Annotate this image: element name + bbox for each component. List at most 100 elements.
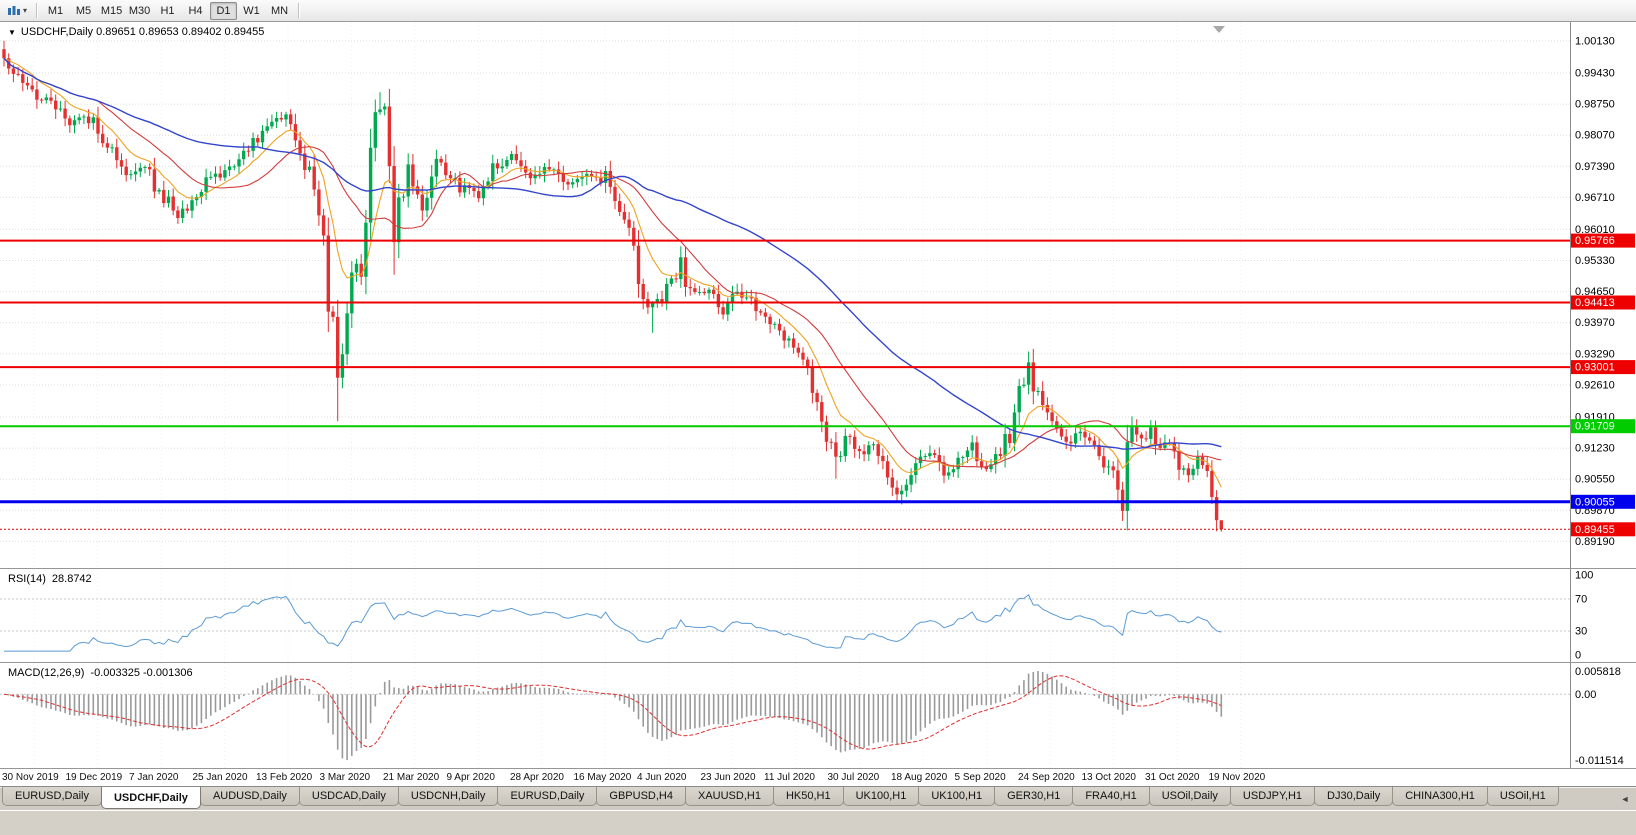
rsi-chart-canvas[interactable]: 100 70 30 0 — [0, 569, 1636, 662]
macd-indicator-panel: 0.005818 0.00 -0.011514 MACD(12,26,9) -0.00… — [0, 662, 1636, 768]
chart-tab-gbpusd-h4[interactable]: GBPUSD,H4 — [596, 787, 686, 806]
svg-text:70: 70 — [1575, 594, 1587, 606]
chart-tab-usdcnh-daily[interactable]: USDCNH,Daily — [397, 787, 499, 806]
date-label: 19 Dec 2019 — [65, 772, 123, 783]
time-axis[interactable]: 30 Nov 2019 19 Dec 2019 7 Jan 2020 25 Jan 2… — [0, 768, 1636, 786]
timeframe-button-group: M1 M5 M15 M30 H1 H4 D1 W1 MN — [42, 1, 293, 20]
price-axis[interactable]: 1.00130 0.99430 0.98750 0.98070 0.97390 0.967… — [1570, 22, 1636, 568]
timeframe-button-h1[interactable]: H1 — [160, 4, 175, 17]
date-label: 16 May 2020 — [573, 772, 632, 783]
price-chart-canvas[interactable]: 1.00130 0.99430 0.98750 0.98070 0.97390 0.967… — [0, 22, 1636, 568]
timeframe-button-m30[interactable]: M30 — [128, 4, 151, 17]
rsi-label: RSI(14) 28.8742 — [8, 573, 92, 585]
svg-text:0.96010: 0.96010 — [1575, 224, 1615, 236]
chart-icon[interactable] — [7, 5, 21, 17]
chart-tab-eurusd-daily[interactable]: EURUSD,Daily — [2, 787, 102, 806]
svg-text:0.96710: 0.96710 — [1575, 192, 1615, 204]
svg-text:0.99430: 0.99430 — [1575, 68, 1615, 80]
chart-tab-china300-h1[interactable]: CHINA300,H1 — [1392, 787, 1488, 806]
chart-tab-usoil-h1[interactable]: USOil,H1 — [1486, 787, 1559, 806]
date-label: 5 Sep 2020 — [954, 772, 1006, 783]
timeframe-button-m15[interactable]: M15 — [100, 4, 123, 17]
svg-text:0.98750: 0.98750 — [1575, 99, 1615, 111]
date-label: 31 Oct 2020 — [1145, 772, 1200, 783]
svg-text:0.93290: 0.93290 — [1575, 348, 1615, 360]
chart-tab-usdchf-daily[interactable]: USDCHF,Daily — [100, 787, 201, 809]
chart-tab-usoil-daily[interactable]: USOil,Daily — [1148, 787, 1231, 806]
timeframe-button-mn[interactable]: MN — [270, 4, 289, 17]
bottom-strip — [0, 810, 1636, 835]
chart-tab-uk100-h1[interactable]: UK100,H1 — [918, 787, 996, 806]
rsi-name: RSI(14) — [8, 573, 46, 585]
chart-tab-fra40-h1[interactable]: FRA40,H1 — [1072, 787, 1150, 806]
chart-ohlc-text: USDCHF,Daily 0.89651 0.89653 0.89402 0.8… — [20, 26, 265, 38]
svg-text:0.97390: 0.97390 — [1575, 161, 1615, 173]
chart-tab-usdjpy-h1[interactable]: USDJPY,H1 — [1229, 787, 1316, 806]
price-chart-panel: 1.00130 0.99430 0.98750 0.98070 0.97390 0.967… — [0, 22, 1636, 568]
chart-title: ▼ USDCHF,Daily 0.89651 0.89653 0.89402 0.… — [8, 26, 264, 38]
date-label: 25 Jan 2020 — [192, 772, 248, 783]
timeframe-button-m5[interactable]: M5 — [75, 4, 92, 17]
date-label: 3 Mar 2020 — [319, 772, 371, 783]
date-label: 30 Nov 2019 — [2, 772, 59, 783]
svg-text:0.95330: 0.95330 — [1575, 255, 1615, 267]
chart-menu-caret-icon[interactable]: ▼ — [8, 28, 16, 37]
date-label: 21 Mar 2020 — [383, 772, 440, 783]
svg-text:0.005818: 0.005818 — [1575, 666, 1621, 678]
macd-label: MACD(12,26,9) -0.003325 -0.001306 — [8, 667, 193, 679]
moving-average-lines — [3, 57, 1222, 488]
svg-text:0.00: 0.00 — [1575, 689, 1596, 701]
horizontal-level-lines[interactable] — [0, 239, 1570, 530]
candles-layer — [2, 40, 1223, 532]
date-label: 19 Nov 2020 — [1208, 772, 1266, 783]
toolbar-separator — [36, 3, 38, 18]
date-label: 28 Apr 2020 — [510, 772, 564, 783]
chevron-down-icon[interactable]: ▾ — [23, 6, 28, 15]
rsi-value: 28.8742 — [51, 573, 92, 585]
chart-tab-ger30-h1[interactable]: GER30,H1 — [994, 787, 1074, 806]
macd-name: MACD(12,26,9) — [8, 667, 85, 679]
date-label: 13 Oct 2020 — [1081, 772, 1136, 783]
svg-text:0.98070: 0.98070 — [1575, 130, 1615, 142]
chart-tab-dj30-daily[interactable]: DJ30,Daily — [1314, 787, 1394, 806]
svg-text:0.95766: 0.95766 — [1575, 235, 1615, 247]
svg-text:0.90550: 0.90550 — [1575, 474, 1615, 486]
macd-histogram — [7, 671, 1223, 760]
macd-values: -0.003325 -0.001306 — [90, 667, 193, 679]
tab-scroll-left-button[interactable]: ◄ — [1620, 793, 1630, 804]
date-label: 24 Sep 2020 — [1018, 772, 1075, 783]
date-label: 30 Jul 2020 — [827, 772, 880, 783]
chart-tab-audusd-daily[interactable]: AUDUSD,Daily — [199, 787, 300, 806]
svg-text:0.89455: 0.89455 — [1575, 524, 1615, 536]
timeframe-button-h4[interactable]: H4 — [188, 4, 203, 17]
svg-text:0.92610: 0.92610 — [1575, 380, 1615, 392]
svg-text:0.89190: 0.89190 — [1575, 536, 1615, 548]
chart-tab-xauusd-h1[interactable]: XAUUSD,H1 — [684, 787, 774, 806]
chart-tab-usdcad-daily[interactable]: USDCAD,Daily — [298, 787, 399, 806]
date-label: 11 Jul 2020 — [764, 772, 815, 783]
svg-text:-0.011514: -0.011514 — [1575, 755, 1624, 767]
svg-text:0.91709: 0.91709 — [1575, 421, 1615, 433]
date-label: 9 Apr 2020 — [446, 772, 495, 783]
chart-tabs: EURUSD,Daily USDCHF,Daily AUDUSD,Daily USDC… — [0, 787, 1614, 810]
date-label: 23 Jun 2020 — [700, 772, 756, 783]
chart-tabs-bar: EURUSD,Daily USDCHF,Daily AUDUSD,Daily USDC… — [0, 786, 1636, 810]
svg-text:0.91230: 0.91230 — [1575, 443, 1615, 455]
svg-text:0.90055: 0.90055 — [1575, 496, 1615, 508]
svg-text:0.93970: 0.93970 — [1575, 317, 1615, 329]
date-label: 7 Jan 2020 — [129, 772, 179, 783]
macd-chart-canvas[interactable]: 0.005818 0.00 -0.011514 — [0, 663, 1636, 768]
svg-text:0.94413: 0.94413 — [1575, 297, 1615, 309]
chart-shift-marker-icon[interactable] — [1213, 26, 1225, 33]
timeframes-toolbar: ▾ M1 M5 M15 M30 H1 H4 D1 W1 MN — [0, 0, 1636, 22]
chart-tab-eurusd-daily[interactable]: EURUSD,Daily — [497, 787, 598, 806]
chart-tab-uk100-h1[interactable]: UK100,H1 — [842, 787, 920, 806]
svg-text:0.93001: 0.93001 — [1575, 362, 1615, 374]
date-label: 4 Jun 2020 — [637, 772, 687, 783]
date-label: 18 Aug 2020 — [891, 772, 948, 783]
chart-tab-hk50-h1[interactable]: HK50,H1 — [772, 787, 844, 806]
timeframe-button-m1[interactable]: M1 — [47, 4, 64, 17]
timeframe-button-w1[interactable]: W1 — [243, 4, 260, 17]
date-label: 13 Feb 2020 — [256, 772, 313, 783]
timeframe-button-d1[interactable]: D1 — [210, 1, 238, 20]
